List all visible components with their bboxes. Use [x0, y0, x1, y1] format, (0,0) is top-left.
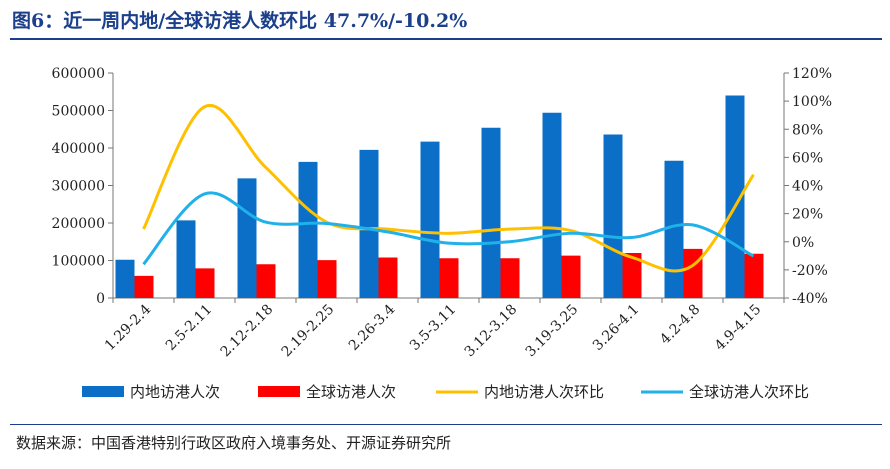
line-global-mom	[142, 191, 755, 266]
legend-label: 全球访港人次	[306, 383, 396, 401]
bar-global	[378, 257, 398, 298]
y-right-tick-label: 20%	[792, 207, 823, 223]
line-mainland-mom	[142, 103, 755, 273]
y-right-tick-label: 100%	[792, 94, 832, 110]
chart-title: 图6：近一周内地/全球访港人数环比 47.7%/-10.2%	[12, 10, 468, 32]
legend-swatch	[258, 386, 300, 397]
x-tick-label: 3.26-4.1	[590, 302, 642, 354]
legend-label: 全球访港人次环比	[689, 383, 809, 401]
source-divider	[10, 424, 882, 425]
y-left-tick-label: 600000	[52, 66, 105, 82]
bar-mainland	[237, 178, 257, 298]
bar-global	[561, 255, 581, 298]
bar-global	[683, 248, 703, 298]
y-right-tick-label: -20%	[792, 263, 828, 279]
bar-mainland	[481, 127, 501, 298]
legend: 内地访港人次 全球访港人次 内地访港人次环比 全球访港人次环比	[82, 383, 809, 401]
bar-global	[134, 275, 154, 298]
x-tick-label: 3.5-3.11	[407, 302, 459, 354]
bar-mainland	[664, 160, 684, 298]
bar-global	[195, 268, 215, 298]
chart: 0 100000 200000 300000 400000 500000 600000 -40…	[52, 66, 832, 401]
bar-global	[622, 253, 642, 298]
x-tick-label: 3.19-3.25	[523, 302, 582, 361]
source-note: 数据来源：中国香港特别行政区政府入境事务处、开源证券研究所	[16, 434, 452, 452]
bar-mainland	[603, 134, 623, 298]
bar-global	[317, 260, 337, 298]
legend-label: 内地访港人次环比	[484, 383, 604, 401]
title-divider	[10, 38, 882, 40]
y-left-tick-label: 300000	[52, 179, 105, 195]
x-tick-label: 2.5-2.11	[163, 302, 215, 354]
y-left-tick-label: 100000	[52, 254, 105, 270]
y-left-tick-label: 200000	[52, 216, 105, 232]
y-right-tick-label: 120%	[792, 66, 832, 82]
axes: 0 100000 200000 300000 400000 500000 600000 -40…	[52, 66, 832, 307]
bar-global	[256, 264, 276, 298]
x-tick-label: 1.29-2.4	[102, 301, 155, 354]
bars	[115, 95, 764, 298]
x-tick-label: 2.12-2.18	[218, 302, 277, 361]
x-tick-label: 3.12-3.18	[462, 302, 521, 361]
y-right-tick-label: -40%	[792, 291, 828, 307]
y-right-tick-label: 40%	[792, 179, 823, 195]
lines	[142, 103, 755, 273]
x-tick-label: 4.2-4.8	[657, 302, 703, 348]
y-left-tick-label: 500000	[52, 104, 105, 120]
y-right-tick-label: 60%	[792, 150, 823, 166]
y-right-tick-label: 80%	[792, 122, 823, 138]
legend-label: 内地访港人次	[130, 383, 220, 401]
bar-mainland	[176, 220, 196, 298]
bar-global	[439, 258, 459, 298]
bar-mainland	[115, 259, 135, 298]
bar-mainland	[542, 112, 562, 298]
bar-mainland	[359, 149, 379, 298]
y-left-tick-label: 400000	[52, 141, 105, 157]
y-right-tick-label: 0%	[792, 235, 814, 251]
bar-global	[744, 253, 764, 298]
bar-global	[500, 258, 520, 298]
x-tick-label: 4.9-4.15	[712, 302, 764, 354]
y-left-tick-label: 0	[96, 291, 105, 307]
bar-mainland	[298, 161, 318, 298]
x-tick-label: 2.19-2.25	[279, 302, 338, 361]
x-tick-labels: 1.29-2.4 2.5-2.11 2.12-2.18 2.19-2.25 2.26-3…	[102, 301, 764, 360]
x-tick-label: 2.26-3.4	[346, 301, 399, 354]
bar-mainland	[420, 141, 440, 298]
legend-swatch	[82, 386, 124, 397]
